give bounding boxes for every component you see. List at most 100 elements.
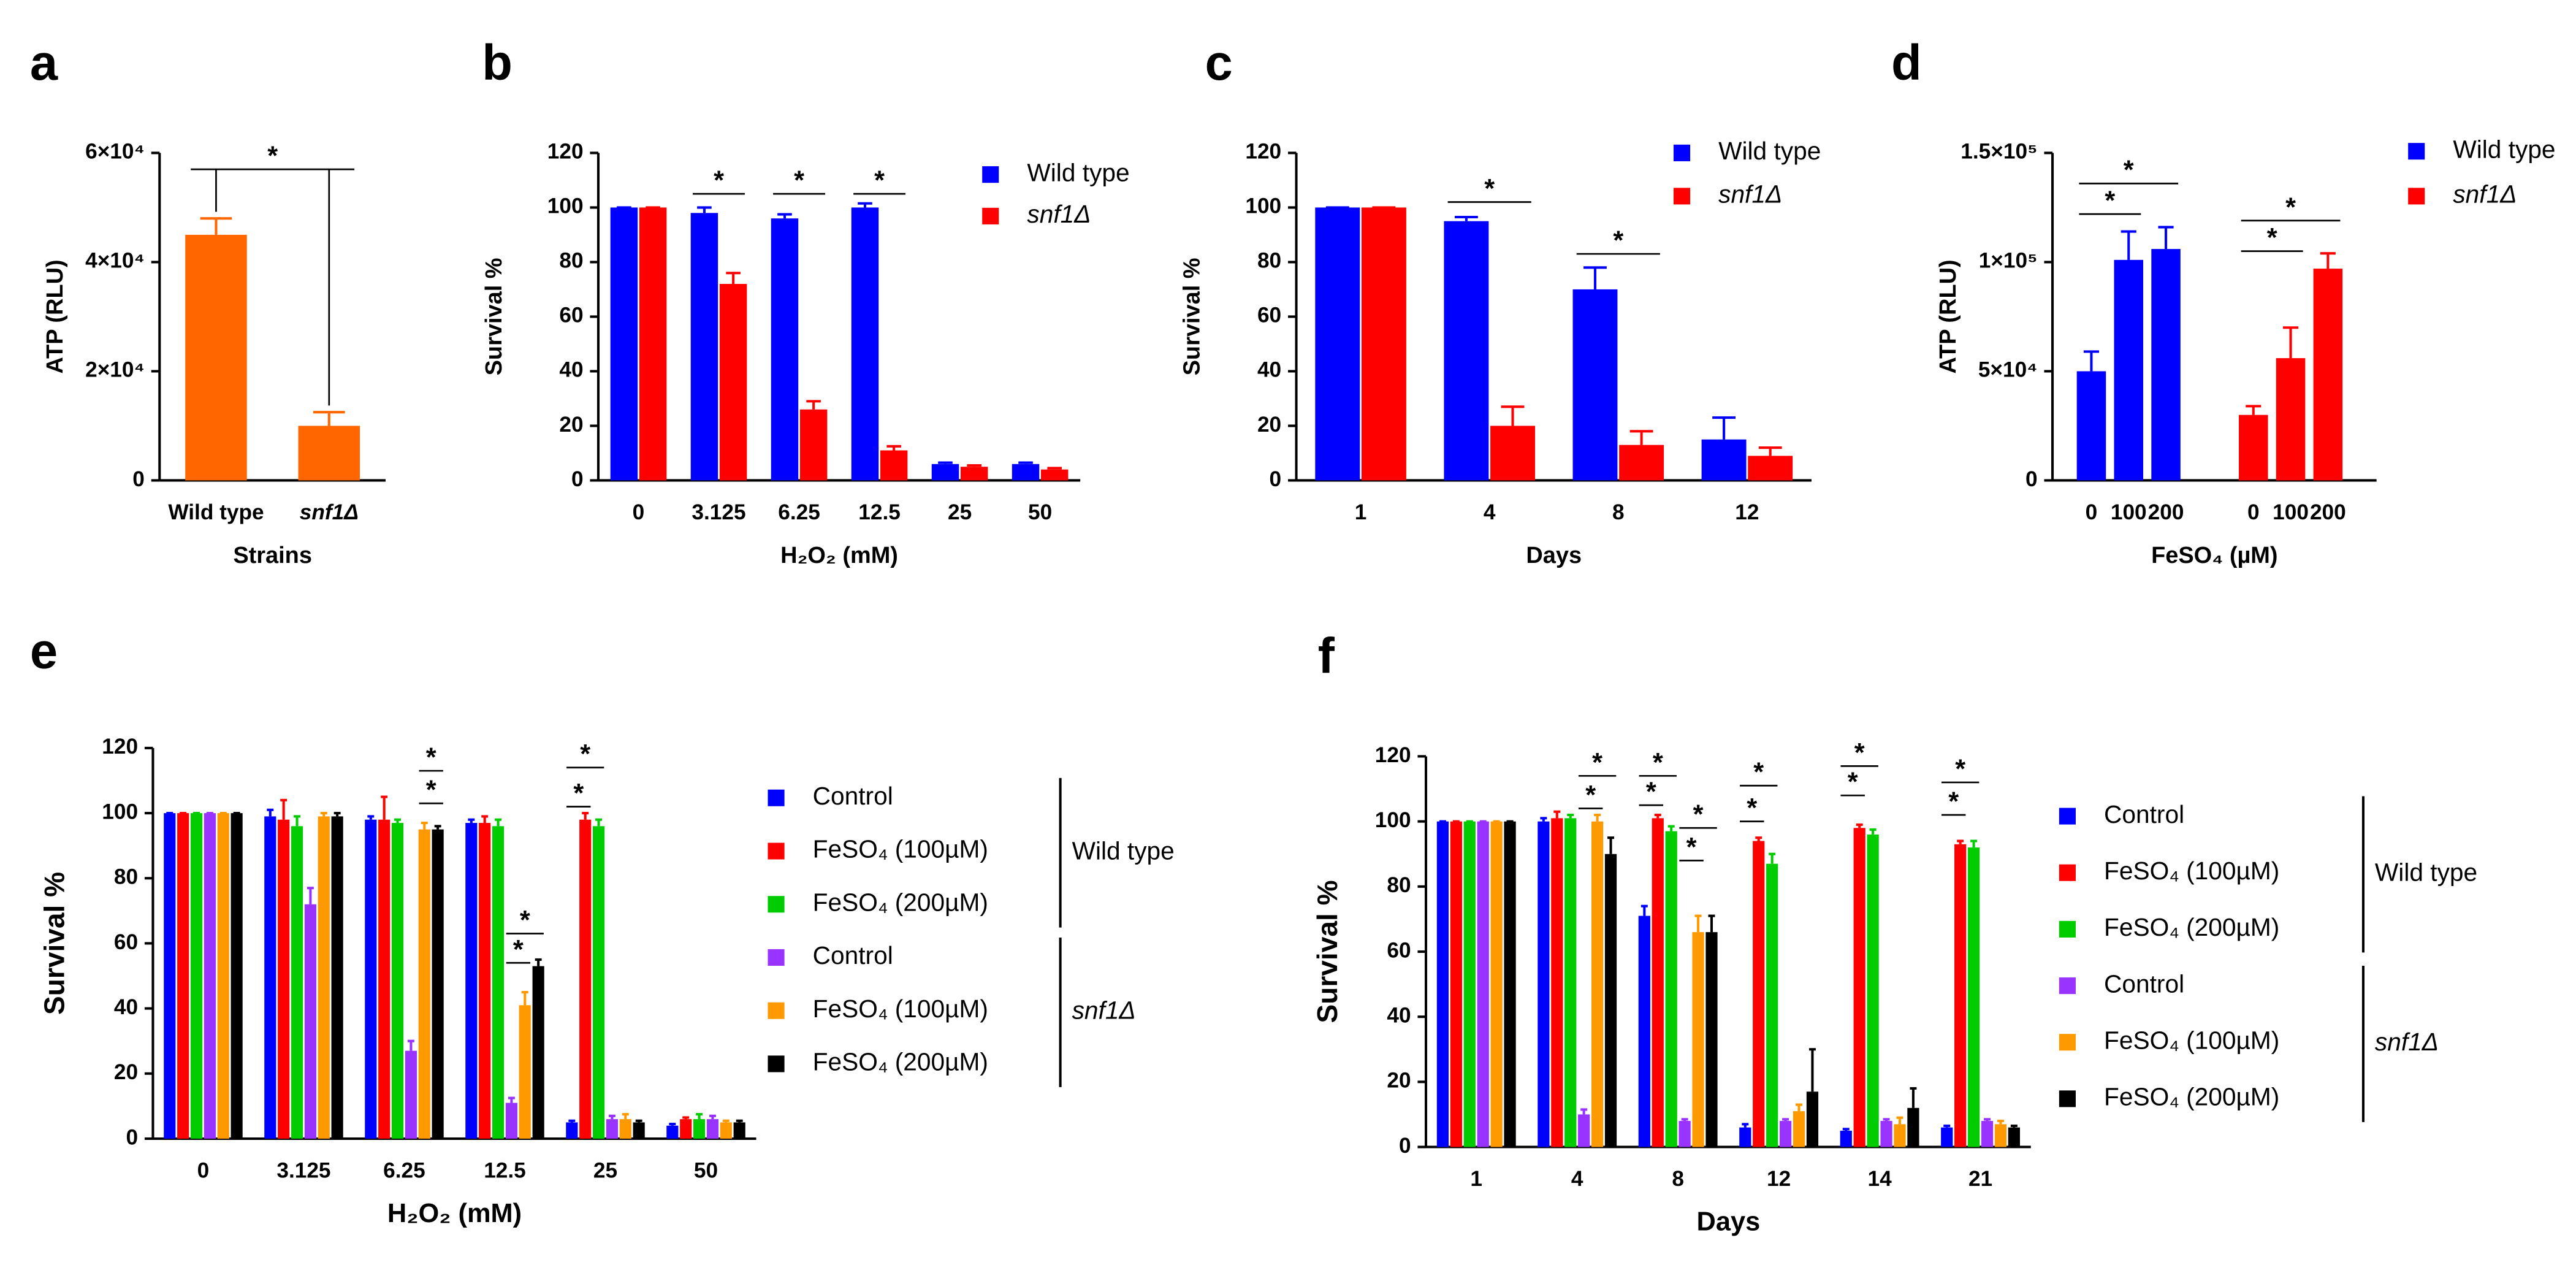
legend-label: FeSO₄ (200µM): [2104, 913, 2279, 941]
bar: [365, 819, 377, 1139]
y-tick-label: 100: [547, 194, 584, 218]
x-tick-label: 50: [1028, 500, 1052, 524]
y-axis-label: ATP (RLU): [1935, 259, 1961, 373]
x-axis-label: Days: [1526, 543, 1582, 568]
bar: [1638, 915, 1650, 1147]
x-tick-label: 14: [1867, 1167, 1892, 1191]
bar: [479, 823, 491, 1139]
bar: [532, 966, 544, 1139]
x-axis-label: Days: [1697, 1207, 1761, 1237]
bar: [177, 813, 189, 1139]
y-tick-label: 40: [1257, 358, 1281, 382]
x-tick-label: 12.5: [484, 1159, 526, 1183]
y-tick-label: 0: [1399, 1134, 1411, 1158]
bar: [1793, 1111, 1805, 1147]
y-tick-label: 40: [559, 358, 583, 382]
bar: [1572, 289, 1618, 481]
x-tick-label: 200: [2148, 500, 2184, 524]
bar: [1705, 932, 1718, 1147]
x-tick-label: 6.25: [383, 1159, 425, 1183]
bar: [519, 1005, 531, 1139]
bar: [1040, 469, 1069, 481]
bar: [1490, 821, 1503, 1147]
legend-group-label: snf1Δ: [1072, 996, 1136, 1025]
legend-swatch: [2059, 864, 2076, 881]
bar: [1578, 1114, 1590, 1147]
bar: [1853, 828, 1865, 1147]
bar: [378, 819, 391, 1139]
bar: [1994, 1124, 2007, 1147]
x-tick-label: 3.125: [276, 1159, 330, 1183]
significance-star: *: [1686, 833, 1697, 862]
significance-star: *: [2285, 193, 2296, 222]
y-axis-label: Survival %: [481, 258, 507, 375]
legend-group-label: Wild type: [1072, 836, 1175, 865]
bar: [1436, 821, 1449, 1147]
y-tick-label: 60: [559, 304, 583, 327]
bar: [1619, 445, 1664, 481]
legend-swatch: [2059, 977, 2076, 995]
bar: [231, 813, 243, 1139]
bar: [719, 284, 747, 481]
bar: [1748, 456, 1793, 481]
bar: [298, 426, 360, 481]
y-tick-label: 5×10⁴: [1978, 358, 2038, 382]
bar: [418, 829, 430, 1139]
bar: [264, 816, 276, 1139]
bar: [733, 1122, 745, 1139]
x-tick-label: 200: [2310, 500, 2346, 524]
bar: [2008, 1127, 2020, 1147]
panel-letter: d: [1891, 35, 1922, 91]
y-tick-label: 60: [114, 930, 138, 954]
x-tick-label: 0: [2086, 500, 2098, 524]
x-tick-label: 0: [197, 1159, 210, 1183]
bar: [2076, 371, 2106, 481]
legend-group-label: snf1Δ: [2375, 1028, 2439, 1056]
legend-swatch: [2059, 1034, 2076, 1051]
y-tick-label: 0: [1270, 467, 1282, 491]
y-tick-label: 0: [132, 467, 145, 491]
x-tick-label: 25: [593, 1159, 617, 1183]
x-tick-label: 100: [2273, 500, 2309, 524]
y-tick-label: 6×10⁴: [85, 140, 145, 164]
y-tick-label: 120: [1375, 743, 1411, 767]
legend-swatch: [768, 949, 785, 966]
bar: [432, 829, 444, 1139]
y-tick-label: 100: [1245, 194, 1281, 218]
y-tick-label: 80: [559, 249, 583, 273]
bar: [465, 823, 478, 1139]
bar: [1679, 1121, 1691, 1147]
y-tick-label: 80: [114, 865, 138, 889]
legend-label: FeSO₄ (200µM): [813, 888, 988, 916]
x-axis-label: H₂O₂ (mM): [387, 1199, 522, 1228]
x-tick-label: snf1Δ: [300, 500, 359, 524]
bar: [1444, 221, 1489, 481]
legend-swatch: [768, 789, 785, 806]
bar: [931, 464, 959, 481]
significance-star: *: [513, 935, 524, 965]
y-axis-label: Survival %: [1311, 880, 1343, 1023]
bar: [1315, 207, 1360, 481]
bar: [960, 467, 988, 481]
significance-star: *: [426, 743, 436, 773]
y-axis-label: ATP (RLU): [42, 259, 68, 373]
bar: [331, 816, 343, 1139]
bar: [1450, 821, 1462, 1147]
x-tick-label: 3.125: [692, 500, 745, 524]
significance-star: *: [714, 166, 724, 196]
bar: [799, 409, 828, 481]
y-tick-label: 20: [1257, 413, 1281, 437]
y-tick-label: 0: [2025, 467, 2038, 491]
significance-star: *: [1653, 748, 1663, 778]
legend-swatch: [2059, 920, 2076, 938]
bar: [1538, 821, 1550, 1147]
panel-letter: c: [1205, 35, 1232, 91]
x-tick-label: 12.5: [858, 500, 901, 524]
legend-label: FeSO₄ (200µM): [813, 1048, 988, 1076]
bar: [1361, 207, 1406, 481]
y-tick-label: 100: [1375, 808, 1411, 832]
bar: [610, 207, 638, 481]
bar: [405, 1050, 417, 1139]
y-tick-label: 60: [1257, 304, 1281, 327]
y-tick-label: 0: [126, 1125, 138, 1149]
